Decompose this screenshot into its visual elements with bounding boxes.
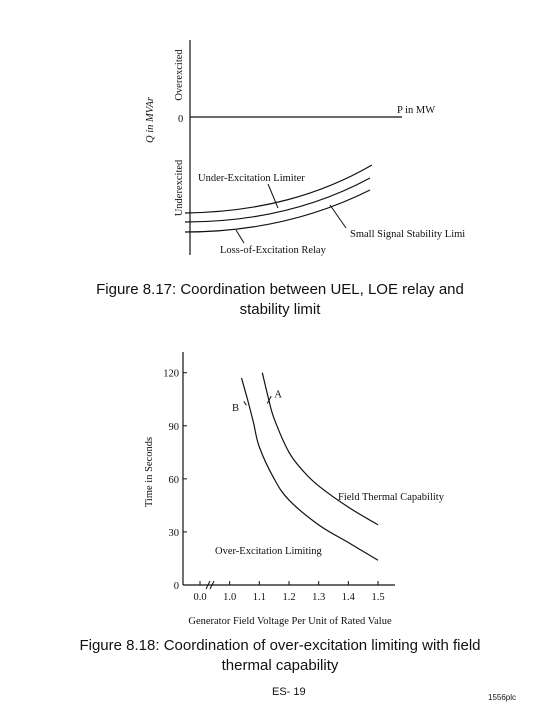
page-number: ES- 19 bbox=[272, 686, 306, 698]
y-axis-label: Q in MVAr bbox=[145, 96, 156, 143]
uel-curve bbox=[184, 164, 373, 214]
figure-1: Overexcited Underexcited Q in MVAr 0 P i… bbox=[145, 40, 465, 256]
x-tick-label: 1.0 bbox=[223, 592, 236, 603]
leader bbox=[267, 183, 279, 209]
leader bbox=[243, 401, 247, 406]
x-tick-label: 1.5 bbox=[371, 592, 384, 603]
y-top-label: Overexcited bbox=[174, 49, 185, 101]
y-axis-label: Time in Seconds bbox=[144, 437, 155, 507]
y-tick-label: 60 bbox=[169, 475, 180, 486]
caption-label: Figure 8.17: bbox=[96, 281, 177, 298]
origin-label: 0 bbox=[178, 114, 183, 125]
series-label: B bbox=[232, 403, 239, 414]
curve-label: Small Signal Stability Limi bbox=[350, 229, 465, 240]
x-tick-label: 1.1 bbox=[253, 592, 266, 603]
axis-break bbox=[205, 580, 215, 590]
curve-label: Under-Excitation Limiter bbox=[198, 173, 305, 184]
y-tick-label: 0 bbox=[174, 581, 179, 592]
x-axis-label: Generator Field Voltage Per Unit of Rate… bbox=[188, 616, 392, 627]
caption: Figure 8.18: Coordination of over-excita… bbox=[70, 636, 490, 676]
x-tick-label: 1.3 bbox=[312, 592, 325, 603]
annotation: Field Thermal Capability bbox=[338, 492, 445, 503]
y-tick-label: 30 bbox=[169, 528, 180, 539]
y-tick-label: 120 bbox=[163, 369, 179, 380]
code: 1556plc bbox=[488, 693, 517, 702]
caption-label: Figure 8.18: bbox=[79, 637, 160, 654]
curve-label: Loss-of-Excitation Relay bbox=[220, 245, 327, 256]
y-bottom-label: Underexcited bbox=[174, 159, 185, 216]
annotation: Over-Excitation Limiting bbox=[215, 546, 323, 557]
leader bbox=[329, 204, 347, 229]
leader bbox=[266, 395, 272, 404]
caption: Figure 8.17: Coordination between UEL, L… bbox=[70, 280, 490, 320]
x-tick-label: 0.0 bbox=[193, 592, 206, 603]
curve bbox=[261, 372, 379, 526]
y-tick-label: 90 bbox=[169, 422, 180, 433]
curve bbox=[240, 377, 379, 561]
leader bbox=[235, 229, 245, 244]
ssl-curve bbox=[184, 177, 371, 223]
series-label: A bbox=[274, 389, 282, 400]
caption-text: Coordination of over-excitation limiting… bbox=[163, 637, 481, 674]
figure-2: Time in Seconds Generator Field Voltage … bbox=[144, 352, 445, 627]
x-axis-label: P in MW bbox=[397, 105, 435, 116]
caption-text: Coordination between UEL, LOE relay and … bbox=[180, 281, 464, 318]
loe-curve bbox=[184, 189, 371, 233]
x-tick-label: 1.2 bbox=[282, 592, 295, 603]
x-tick-label: 1.4 bbox=[342, 592, 356, 603]
